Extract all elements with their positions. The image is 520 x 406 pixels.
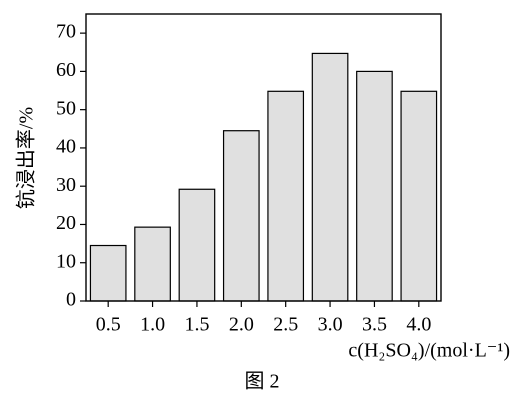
bar [134, 226, 171, 302]
y-tick-label: 40 [56, 136, 76, 158]
bar [356, 70, 393, 302]
x-tick-label: 0.5 [96, 314, 121, 336]
x-tick-label: 1.0 [140, 314, 165, 336]
bar [311, 52, 349, 302]
y-tick-label: 10 [56, 250, 76, 272]
y-tick-label: 30 [56, 174, 76, 196]
bar [222, 130, 260, 302]
y-tick-label: 0 [66, 289, 76, 311]
x-tick-label: 1.5 [184, 314, 209, 336]
x-tick-label: 2.0 [229, 314, 254, 336]
y-tick-label: 70 [56, 21, 76, 43]
x-tick-label: 3.5 [362, 314, 387, 336]
y-tick-label: 60 [56, 59, 76, 81]
x-axis-label: c(H₂SO₄)/(mol·L⁻¹) [348, 340, 510, 362]
bar [178, 188, 216, 302]
caption: 图 2 [245, 371, 280, 393]
y-tick-label: 20 [56, 212, 76, 234]
bar [400, 90, 438, 302]
bar [267, 90, 305, 302]
y-tick-label: 50 [56, 97, 76, 119]
x-tick-label: 2.5 [273, 314, 298, 336]
y-axis-label: 钪浸出率/% [15, 107, 38, 209]
x-tick-label: 3.0 [318, 314, 343, 336]
x-tick-label: 4.0 [406, 314, 431, 336]
plot-frame [85, 13, 442, 302]
bar [89, 244, 127, 302]
